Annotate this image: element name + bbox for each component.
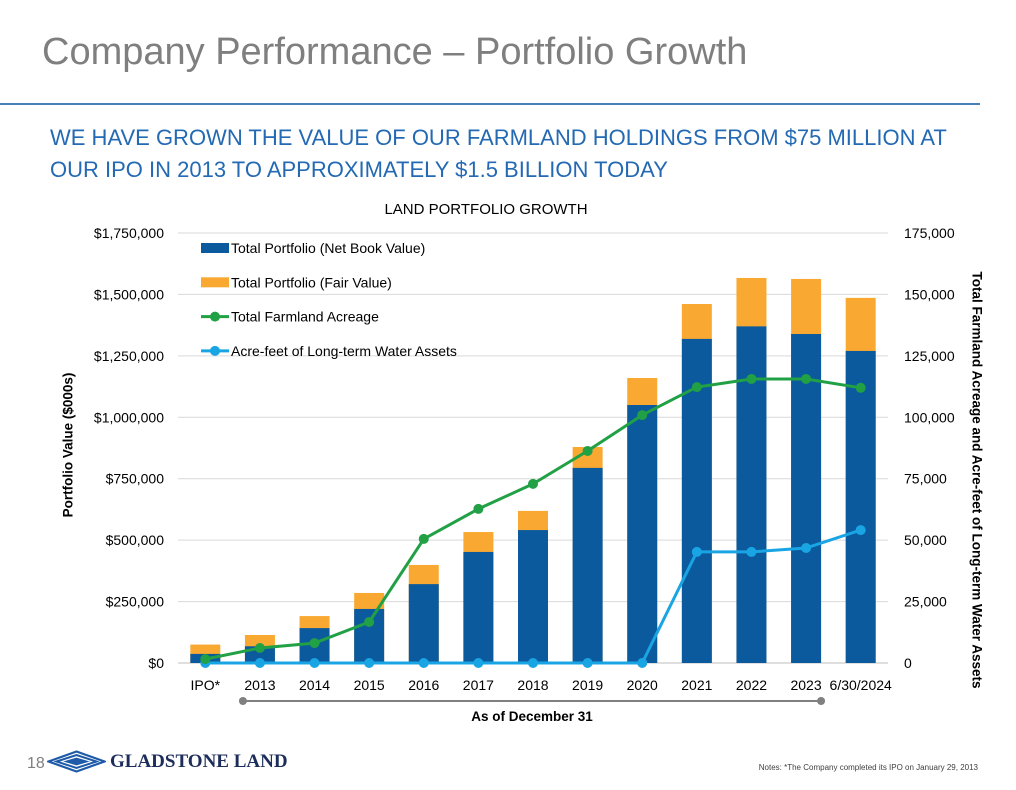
bar-total-portfolio-net-book-value bbox=[791, 333, 822, 663]
bar-total-portfolio-net-book-value bbox=[572, 467, 603, 663]
point-total-farmland-acreage bbox=[309, 638, 320, 649]
x-tick-label: 2021 bbox=[681, 677, 712, 693]
logo-middle-diamond bbox=[53, 753, 100, 770]
x-axis-title: As of December 31 bbox=[471, 709, 593, 724]
y-tick-label: $250,000 bbox=[106, 594, 165, 610]
logo-inner-diamond bbox=[63, 757, 90, 766]
x-tick-label: 2015 bbox=[354, 677, 385, 693]
y2-tick-label: 0 bbox=[904, 655, 912, 671]
x-tick-label: 2013 bbox=[244, 677, 275, 693]
bar-total-portfolio-net-book-value bbox=[627, 405, 658, 663]
point-acre-feet-of-long-term-water-assets bbox=[637, 658, 648, 668]
point-total-farmland-acreage bbox=[801, 373, 812, 384]
point-total-farmland-acreage bbox=[200, 654, 211, 665]
y-tick-label: $1,500,000 bbox=[94, 286, 164, 302]
point-acre-feet-of-long-term-water-assets bbox=[582, 658, 593, 668]
point-acre-feet-of-long-term-water-assets bbox=[309, 658, 320, 668]
x-tick-label: 2018 bbox=[517, 677, 548, 693]
y2-tick-label: 150,000 bbox=[904, 286, 955, 302]
bar-total-portfolio-net-book-value bbox=[845, 350, 876, 663]
legend-swatch-total-portfolio-net-book-value bbox=[201, 243, 229, 253]
page-number: 18 bbox=[27, 755, 45, 772]
slide-title: Company Performance – Portfolio Growth bbox=[42, 31, 748, 73]
x-tick-label: 2014 bbox=[299, 677, 330, 693]
y-tick-label: $750,000 bbox=[106, 471, 165, 487]
y2-tick-label: 25,000 bbox=[904, 594, 947, 610]
point-acre-feet-of-long-term-water-assets bbox=[528, 658, 538, 668]
y2-tick-label: 100,000 bbox=[904, 409, 955, 425]
legend-label: Total Portfolio (Net Book Value) bbox=[231, 240, 425, 256]
point-total-farmland-acreage bbox=[418, 533, 429, 544]
point-total-farmland-acreage bbox=[746, 373, 757, 384]
point-acre-feet-of-long-term-water-assets bbox=[364, 658, 375, 668]
legend-swatch-total-portfolio-fair-value bbox=[201, 277, 229, 288]
gladstone-logo-icon bbox=[47, 750, 106, 773]
x-tick-label: 2020 bbox=[627, 677, 658, 693]
legend-marker-total-farmland-acreage bbox=[210, 311, 220, 322]
x-tick-label: 2019 bbox=[572, 677, 603, 693]
x-label-bracket-end bbox=[817, 697, 826, 705]
point-total-farmland-acreage bbox=[473, 503, 484, 514]
point-acre-feet-of-long-term-water-assets bbox=[418, 658, 429, 668]
bar-total-portfolio-net-book-value bbox=[408, 584, 439, 663]
point-acre-feet-of-long-term-water-assets bbox=[746, 546, 757, 557]
y-tick-label: $1,250,000 bbox=[94, 348, 164, 364]
y-tick-label: $1,000,000 bbox=[94, 409, 164, 425]
title-divider bbox=[0, 103, 980, 105]
point-total-farmland-acreage bbox=[364, 616, 375, 627]
x-tick-label: 2023 bbox=[790, 677, 821, 693]
point-acre-feet-of-long-term-water-assets bbox=[254, 658, 265, 668]
y2-tick-label: 50,000 bbox=[904, 532, 947, 548]
headline: WE HAVE GROWN THE VALUE OF OUR FARMLAND … bbox=[50, 122, 947, 186]
y-tick-label: $1,750,000 bbox=[94, 225, 164, 241]
y-tick-label: $500,000 bbox=[106, 532, 165, 548]
point-total-farmland-acreage bbox=[637, 410, 648, 421]
bar-total-portfolio-net-book-value bbox=[463, 551, 494, 663]
legend-label: Acre-feet of Long-term Water Assets bbox=[231, 343, 457, 359]
point-acre-feet-of-long-term-water-assets bbox=[473, 658, 484, 668]
y2-tick-label: 75,000 bbox=[904, 471, 947, 487]
point-acre-feet-of-long-term-water-assets bbox=[855, 525, 866, 536]
point-total-farmland-acreage bbox=[254, 643, 265, 654]
x-tick-label: 2022 bbox=[736, 677, 767, 693]
bar-total-portfolio-net-book-value bbox=[518, 530, 548, 663]
legend-label: Total Portfolio (Fair Value) bbox=[231, 274, 392, 290]
point-acre-feet-of-long-term-water-assets bbox=[801, 543, 812, 554]
y2-tick-label: 175,000 bbox=[904, 225, 955, 241]
brand-name: GLADSTONE LAND bbox=[110, 751, 288, 772]
y2-axis-title: Total Farmland Acreage and Acre-feet of … bbox=[969, 271, 984, 688]
chart-title: LAND PORTFOLIO GROWTH bbox=[384, 201, 587, 218]
legend-marker-acre-feet-of-long-term-water-assets bbox=[210, 345, 220, 356]
x-tick-label: 2016 bbox=[408, 677, 439, 693]
point-acre-feet-of-long-term-water-assets bbox=[691, 546, 702, 557]
headline-line-2: OUR IPO IN 2013 TO APPROXIMATELY $1.5 BI… bbox=[50, 157, 668, 182]
point-total-farmland-acreage bbox=[855, 382, 866, 393]
point-total-farmland-acreage bbox=[582, 445, 593, 456]
footnote: Notes: *The Company completed its IPO on… bbox=[758, 763, 978, 772]
point-total-farmland-acreage bbox=[528, 478, 538, 489]
point-total-farmland-acreage bbox=[691, 382, 702, 393]
x-tick-label: IPO* bbox=[191, 677, 221, 693]
x-tick-label: 2017 bbox=[463, 677, 494, 693]
legend-label: Total Farmland Acreage bbox=[231, 309, 379, 325]
y-axis-title: Portfolio Value ($000s) bbox=[61, 373, 76, 518]
y-tick-label: $0 bbox=[148, 655, 164, 671]
x-tick-label: 6/30/2024 bbox=[830, 677, 892, 693]
headline-line-1: WE HAVE GROWN THE VALUE OF OUR FARMLAND … bbox=[50, 125, 947, 150]
logo-outer-diamond bbox=[47, 750, 106, 773]
x-label-bracket-end bbox=[238, 697, 247, 705]
y2-tick-label: 125,000 bbox=[904, 348, 955, 364]
